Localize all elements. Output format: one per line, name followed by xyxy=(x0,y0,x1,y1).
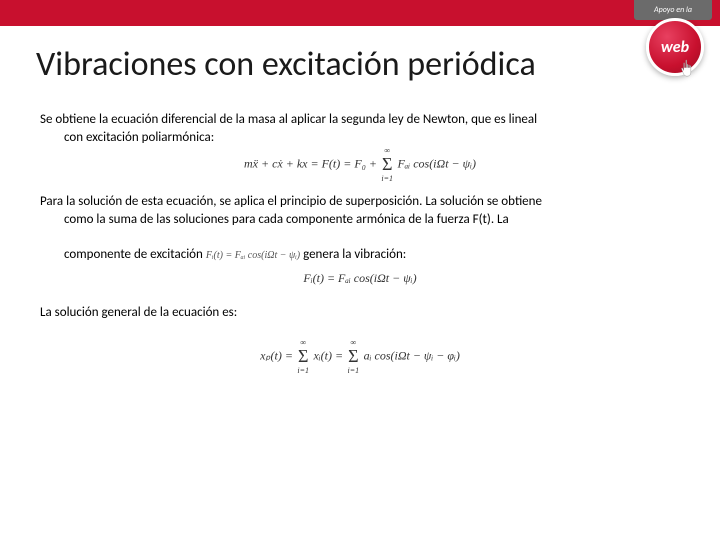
content-area: Se obtiene la ecuación diferencial de la… xyxy=(0,93,720,367)
p2c-before: componente de excitación xyxy=(64,247,206,262)
cursor-hand-icon xyxy=(679,59,697,79)
eq1-sum: ∞ Σ i=1 xyxy=(382,154,392,175)
badge-circle: web xyxy=(646,18,704,76)
web-support-badge[interactable]: Apoyo en la web xyxy=(634,0,712,78)
eq1-rhs: Fₐᵢ cos(iΩt − ψᵢ) xyxy=(397,156,476,170)
p1-line1: Se obtiene la ecuación diferencial de la… xyxy=(40,112,537,127)
paragraph-2: Para la solución de esta ecuación, se ap… xyxy=(40,193,680,263)
p2c-inline-eq: Fᵢ(t) = Fₐᵢ cos(iΩt − ψᵢ) xyxy=(206,250,300,261)
page-title: Vibraciones con excitación periódica xyxy=(0,26,720,93)
badge-tab-label: Apoyo en la xyxy=(634,0,712,20)
eq1-sum-top: ∞ xyxy=(384,146,390,155)
p2-line1: Para la solución de esta ecuación, se ap… xyxy=(40,194,542,209)
sigma-icon: Σ xyxy=(298,346,308,366)
equation-2: Fᵢ(t) = Fₐᵢ cos(iΩt − ψᵢ) xyxy=(40,271,680,286)
equation-1: mẍ + cẋ + kx = F(t) = F₀ + ∞ Σ i=1 Fₐᵢ c… xyxy=(40,154,680,175)
eq3-sum2-bot: i=1 xyxy=(348,366,360,375)
badge-circle-text: web xyxy=(661,38,689,57)
sigma-icon: Σ xyxy=(382,154,392,174)
eq2-text: Fᵢ(t) = Fₐᵢ cos(iΩt − ψᵢ) xyxy=(303,271,416,285)
p2-line2: como la suma de las soluciones para cada… xyxy=(40,211,680,229)
eq3-sum1: ∞ Σ i=1 xyxy=(298,346,308,367)
eq1-lhs: mẍ + cẋ + kx = F(t) = F₀ + xyxy=(244,156,380,170)
eq1-sum-bot: i=1 xyxy=(381,174,393,183)
eq3-lhs: xₚ(t) = xyxy=(260,348,296,362)
sigma-icon: Σ xyxy=(348,346,358,366)
p2-line3: componente de excitación Fᵢ(t) = Fₐᵢ cos… xyxy=(40,246,680,264)
eq3-sum2-top: ∞ xyxy=(350,338,356,347)
p1-line2: con excitación poliarmónica: xyxy=(40,129,680,147)
eq3-sum2: ∞ Σ i=1 xyxy=(348,346,358,367)
spacer xyxy=(40,328,680,338)
p2c-after: genera la vibración: xyxy=(303,247,406,262)
eq3-rhs: aᵢ cos(iΩt − ψᵢ − φᵢ) xyxy=(364,348,460,362)
eq3-sum1-top: ∞ xyxy=(300,338,306,347)
equation-3: xₚ(t) = ∞ Σ i=1 xᵢ(t) = ∞ Σ i=1 aᵢ cos(i… xyxy=(40,346,680,367)
eq3-sum1-bot: i=1 xyxy=(297,366,309,375)
paragraph-1: Se obtiene la ecuación diferencial de la… xyxy=(40,111,680,146)
eq3-mid: xᵢ(t) = xyxy=(313,348,346,362)
paragraph-3: La solución general de la ecuación es: xyxy=(40,304,680,322)
header-bar xyxy=(0,0,720,26)
